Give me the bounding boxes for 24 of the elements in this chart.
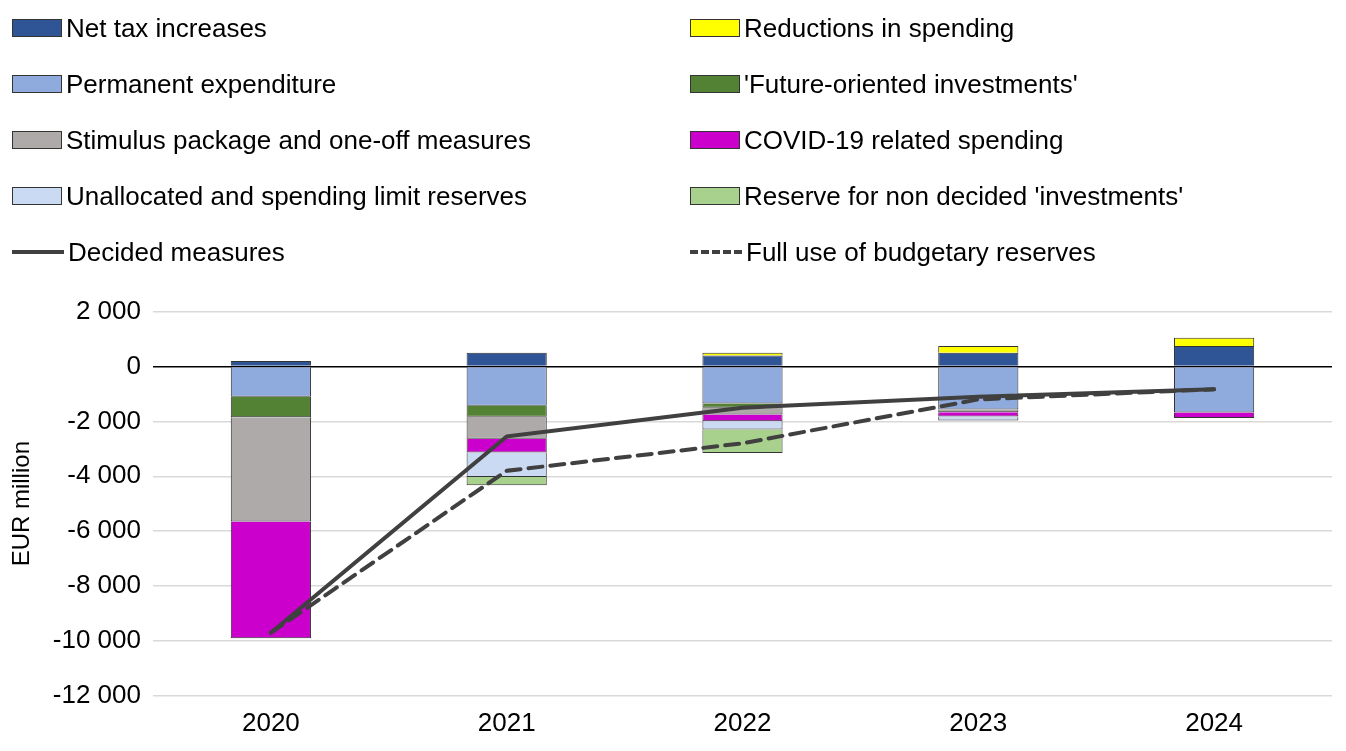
x-tick-label: 2022 [713,706,772,737]
legend-label: Net tax increases [66,12,267,44]
legend-label: COVID-19 related spending [744,124,1064,156]
y-tick-label: -10 000 [52,624,141,655]
legend-label: Reserve for non decided 'investments' [744,180,1184,212]
y-tick-label: 2 000 [75,294,141,325]
y-axis-title: EUR million [7,441,35,567]
y-tick-label: -4 000 [67,459,141,490]
x-tick-label: 2023 [949,706,1008,737]
y-tick-label: -6 000 [67,514,141,545]
y-tick-label: -2 000 [67,404,141,435]
y-tick-label: -12 000 [52,678,141,709]
x-tick-label: 2020 [241,706,300,737]
x-tick-label: 2024 [1185,706,1244,737]
legend-label: Decided measures [68,236,285,268]
legend-label: Stimulus package and one-off measures [66,124,531,156]
legend-label: Reductions in spending [744,12,1015,44]
legend-label: Unallocated and spending limit reserves [66,180,528,212]
legend-label: Permanent expenditure [66,68,337,100]
legend-label: Full use of budgetary reserves [746,236,1096,268]
legend-label: 'Future-oriented investments' [744,68,1078,100]
x-tick-label: 2021 [477,706,536,737]
y-tick-label: 0 [126,349,141,380]
y-tick-label: -8 000 [67,569,141,600]
